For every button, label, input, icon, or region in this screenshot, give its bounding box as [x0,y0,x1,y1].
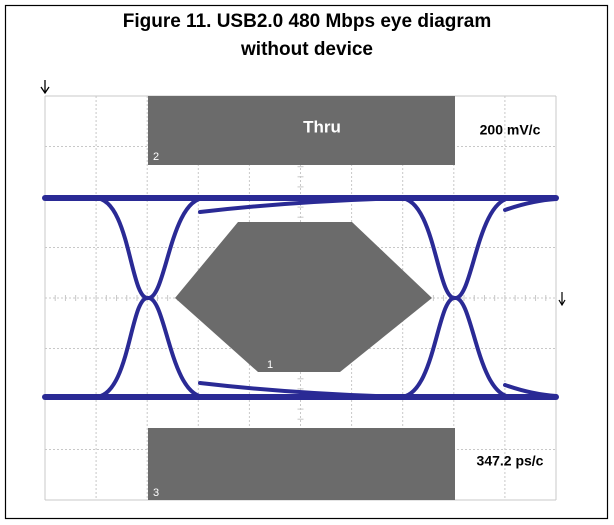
vertical-scale: 200 mV/c [480,122,541,138]
trace-rise [398,196,514,399]
trace-settle [198,196,407,214]
mask-number: 2 [153,151,159,163]
mask-number: 1 [267,359,273,371]
figure-title: Figure 11. USB2.0 480 Mbps eye diagram [123,11,492,32]
mask-top [148,96,455,165]
trace-settle [503,383,558,398]
horizontal-scale: 347.2 ps/c [477,453,544,469]
trace-settle [198,381,407,399]
mask-center [175,222,432,372]
ground-marker [558,292,566,307]
trace-settle [503,197,558,212]
mask-label: Thru [303,117,341,136]
mask-bottom [148,428,455,500]
trace-rise [93,196,207,399]
scope-screen: Thru 200 mV/c 347.2 ps/c 1 2 3 [42,95,559,501]
figure-title: without device [240,39,373,60]
mask-number: 3 [153,487,159,499]
eye-traces [42,195,559,400]
trigger-marker [40,80,50,95]
